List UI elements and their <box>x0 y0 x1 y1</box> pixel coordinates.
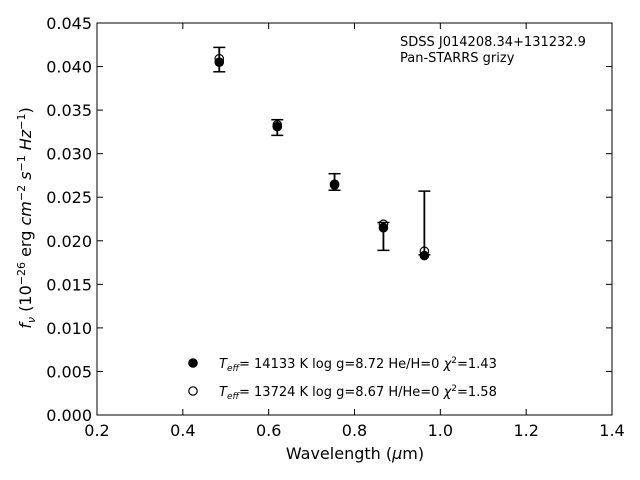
x-tick-label: 0.8 <box>342 421 367 440</box>
y-tick-label: 0.040 <box>46 58 92 77</box>
open-model-point <box>329 179 340 189</box>
y-tick-label: 0.030 <box>46 145 92 164</box>
y-tick-label: 0.005 <box>46 362 92 381</box>
y-tick-label: 0.000 <box>46 406 92 425</box>
y-tick-label: 0.020 <box>46 232 92 251</box>
legend-entry-2: Teff= 13724 K log g=8.67 H/He=0 χ2=1.58 <box>219 384 497 402</box>
legend: Teff= 14133 K log g=8.72 He/H=0 χ2=1.43 T… <box>188 356 497 402</box>
x-tick-label: 0.4 <box>170 421 195 440</box>
legend-open-marker <box>188 386 198 396</box>
legend-entry-1: Teff= 14133 K log g=8.72 He/H=0 χ2=1.43 <box>219 356 497 374</box>
model-points <box>214 53 430 261</box>
y-tick-label: 0.025 <box>46 188 92 207</box>
x-tick-label: 1.0 <box>428 421 453 440</box>
x-tick-label: 0.6 <box>256 421 281 440</box>
x-tick-label: 1.2 <box>513 421 538 440</box>
y-tick-label: 0.035 <box>46 101 92 120</box>
open-model-point <box>419 246 430 257</box>
object-annotation: SDSS J014208.34+131232.9 <box>400 35 586 50</box>
x-tick-label: 0.2 <box>84 421 109 440</box>
y-axis-ticks: 0.000 0.005 0.010 0.015 0.020 0.025 0.030 0.035… <box>46 14 612 425</box>
y-tick-label: 0.010 <box>46 319 92 338</box>
open-model-point <box>272 120 283 130</box>
y-tick-label: 0.045 <box>46 14 92 33</box>
y-tick-label: 0.015 <box>46 275 92 294</box>
filled-model-point <box>214 57 225 67</box>
survey-annotation: Pan-STARRS grizy <box>400 51 515 66</box>
open-model-point <box>214 53 225 64</box>
open-model-point <box>378 219 389 230</box>
x-tick-label: 1.4 <box>599 421 624 440</box>
x-axis-ticks: 0.2 0.4 0.6 0.8 1.0 1.2 1.4 <box>84 23 625 440</box>
filled-model-point <box>378 222 389 233</box>
y-axis-label: fν (10−26 erg cm−2 s−1 Hz−1) <box>15 107 38 328</box>
legend-filled-marker <box>188 358 198 368</box>
x-axis-label: Wavelength (μm) <box>286 444 424 463</box>
